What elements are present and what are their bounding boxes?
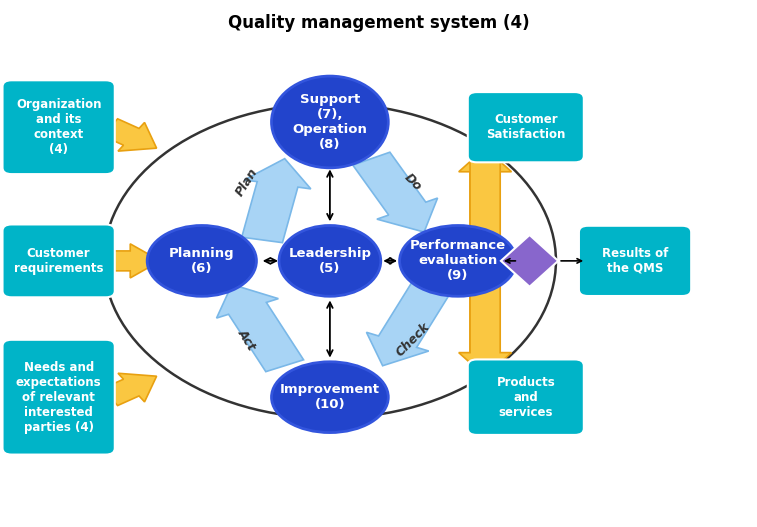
FancyBboxPatch shape: [2, 225, 115, 297]
Polygon shape: [459, 148, 512, 376]
Text: Performance
evaluation
(9): Performance evaluation (9): [410, 239, 506, 282]
Text: Plan: Plan: [233, 166, 260, 199]
Polygon shape: [217, 285, 304, 372]
Ellipse shape: [147, 226, 257, 296]
FancyBboxPatch shape: [579, 226, 691, 296]
FancyBboxPatch shape: [468, 92, 584, 162]
Polygon shape: [110, 244, 160, 278]
Text: Leadership
(5): Leadership (5): [288, 247, 372, 275]
Ellipse shape: [272, 362, 388, 433]
Polygon shape: [501, 235, 558, 287]
Ellipse shape: [279, 226, 381, 296]
Text: Quality management system (4): Quality management system (4): [228, 15, 530, 33]
Polygon shape: [102, 373, 157, 406]
Text: Do: Do: [401, 171, 424, 193]
Text: Organization
and its
context
(4): Organization and its context (4): [16, 98, 101, 156]
Polygon shape: [102, 119, 157, 151]
Polygon shape: [241, 159, 311, 242]
FancyBboxPatch shape: [2, 80, 115, 174]
Ellipse shape: [272, 76, 388, 168]
Text: Improvement
(10): Improvement (10): [280, 383, 380, 411]
Text: Check: Check: [393, 320, 432, 359]
Polygon shape: [459, 148, 512, 376]
Text: Customer
Satisfaction: Customer Satisfaction: [486, 113, 565, 141]
Text: Support
(7),
Operation
(8): Support (7), Operation (8): [292, 93, 367, 151]
FancyBboxPatch shape: [2, 340, 115, 455]
Text: Products
and
services: Products and services: [497, 376, 555, 418]
FancyBboxPatch shape: [468, 359, 584, 435]
Text: Customer
requirements: Customer requirements: [14, 247, 104, 275]
Ellipse shape: [400, 226, 516, 296]
Polygon shape: [353, 152, 438, 232]
Text: Results of
the QMS: Results of the QMS: [602, 247, 668, 275]
Text: Planning
(6): Planning (6): [169, 247, 235, 275]
Text: Act: Act: [235, 326, 259, 353]
Text: Needs and
expectations
of relevant
interested
parties (4): Needs and expectations of relevant inter…: [16, 360, 101, 434]
Polygon shape: [366, 279, 452, 366]
